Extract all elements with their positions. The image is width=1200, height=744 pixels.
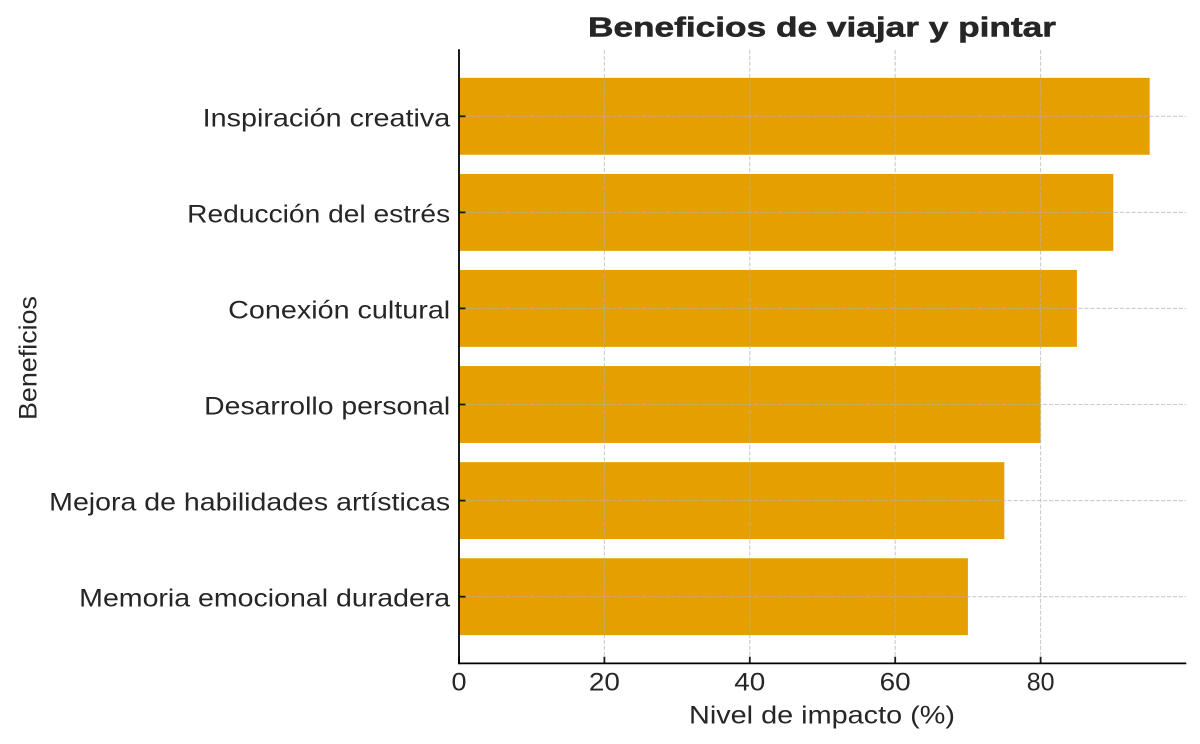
- svg-text:Inspiración creativa: Inspiración creativa: [203, 104, 451, 132]
- svg-text:60: 60: [880, 668, 911, 696]
- svg-text:Desarrollo personal: Desarrollo personal: [204, 393, 450, 421]
- svg-text:0: 0: [452, 668, 467, 696]
- svg-text:Reducción del estrés: Reducción del estrés: [187, 200, 450, 228]
- svg-text:Memoria emocional duradera: Memoria emocional duradera: [79, 585, 450, 613]
- svg-text:20: 20: [589, 668, 620, 696]
- svg-text:Mejora de habilidades artístic: Mejora de habilidades artísticas: [49, 489, 450, 517]
- svg-text:Nivel de impacto (%): Nivel de impacto (%): [689, 701, 955, 729]
- svg-text:Beneficios de viajar y pintar: Beneficios de viajar y pintar: [588, 11, 1056, 42]
- svg-text:Conexión cultural: Conexión cultural: [228, 296, 450, 324]
- svg-text:80: 80: [1027, 668, 1055, 696]
- svg-text:Beneficios: Beneficios: [15, 296, 43, 420]
- svg-text:40: 40: [734, 668, 765, 696]
